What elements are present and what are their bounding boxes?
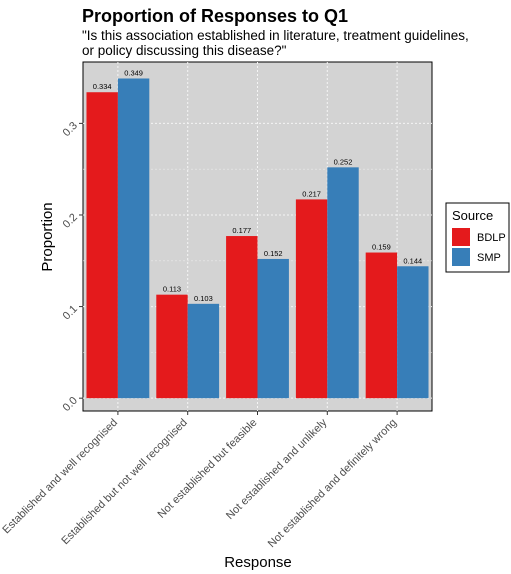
legend-key-smp <box>452 248 470 266</box>
data-label: 0.152 <box>264 249 283 258</box>
legend-label-smp: SMP <box>477 252 501 264</box>
bar-smp <box>397 266 429 399</box>
x-tick-label: Established and well recognised <box>0 417 120 537</box>
data-label: 0.177 <box>232 226 251 235</box>
x-tick-label: Not established and definitely wrong <box>266 417 399 550</box>
bar-bdlp <box>295 199 328 399</box>
y-tick-label: 0.2 <box>61 211 80 230</box>
x-tick-label: Established but not well recognised <box>59 417 189 547</box>
bar-bdlp <box>226 236 258 399</box>
data-label: 0.159 <box>372 243 391 252</box>
legend-key-bdlp <box>452 228 470 246</box>
data-labels: 0.334 0.113 0.177 0.217 0.159 0.349 0.103 0.152… <box>93 68 422 302</box>
chart-subtitle-line-1: "Is this association established in lite… <box>82 28 469 43</box>
data-label: 0.113 <box>163 285 181 294</box>
legend: Source BDLP SMP <box>445 202 510 273</box>
chart-title: Proportion of Responses to Q1 <box>82 6 348 26</box>
y-axis-title: Proportion <box>39 202 56 271</box>
y-tick-label: 0.1 <box>61 303 80 322</box>
legend-title: Source <box>452 208 493 223</box>
y-axis: 0.0 0.1 0.2 0.3 <box>61 120 83 414</box>
y-tick-label: 0.0 <box>61 395 80 414</box>
legend-label-bdlp: BDLP <box>477 232 506 244</box>
bar-bdlp <box>156 294 188 399</box>
bars <box>86 78 429 399</box>
data-label: 0.144 <box>403 256 422 265</box>
x-axis: Established and well recognisedEstablish… <box>0 411 399 550</box>
data-label: 0.334 <box>93 82 112 91</box>
data-label: 0.252 <box>334 157 353 166</box>
bar-smp <box>327 167 359 399</box>
chart-subtitle-line-2: or policy discussing this disease?" <box>82 43 287 58</box>
bar-bdlp <box>365 252 398 399</box>
data-label: 0.217 <box>302 189 321 198</box>
y-tick-label: 0.3 <box>61 120 80 139</box>
bar-smp <box>117 78 150 399</box>
bar-smp <box>257 258 289 399</box>
data-label: 0.103 <box>194 294 213 303</box>
bar-bdlp <box>86 92 118 399</box>
bar-smp <box>187 303 220 399</box>
data-label: 0.349 <box>124 68 143 77</box>
x-axis-title: Response <box>224 554 292 571</box>
